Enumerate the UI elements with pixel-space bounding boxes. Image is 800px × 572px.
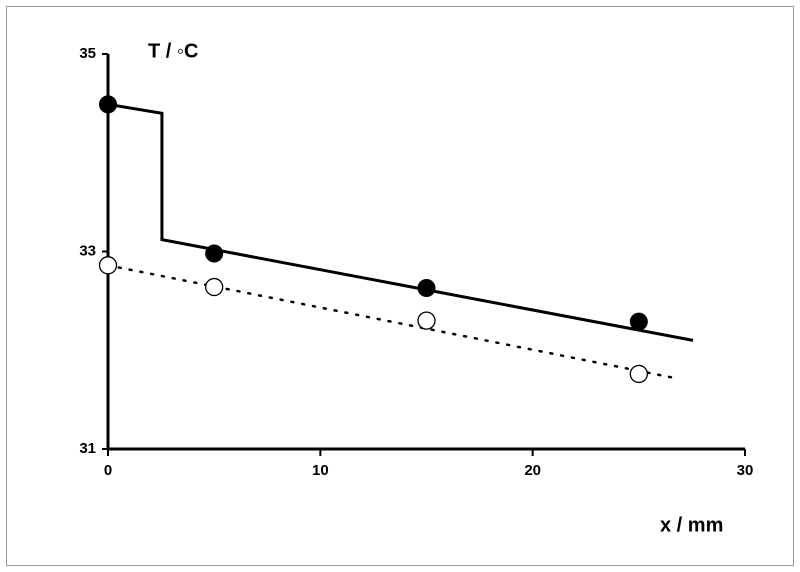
x-tick-label: 0: [104, 462, 112, 479]
y-tick-label: 35: [79, 45, 96, 62]
open-marker: [98, 256, 118, 275]
filled-marker: [417, 279, 436, 298]
x-axis-label: x / mm: [660, 514, 723, 536]
y-axis-label: T / ◦C: [148, 40, 198, 62]
line-dotted: [106, 264, 681, 381]
y-tick-label: 33: [79, 242, 96, 259]
x-tick-label: 20: [524, 462, 541, 479]
x-tick-label: 30: [737, 462, 754, 479]
filled-marker: [99, 95, 117, 114]
open-marker: [205, 277, 224, 297]
x-tick-label: 10: [312, 462, 329, 479]
filled-marker: [629, 312, 648, 331]
open-marker: [417, 311, 436, 330]
open-marker: [629, 364, 648, 384]
y-tick-label: 31: [79, 440, 96, 457]
filled-marker: [205, 244, 224, 263]
